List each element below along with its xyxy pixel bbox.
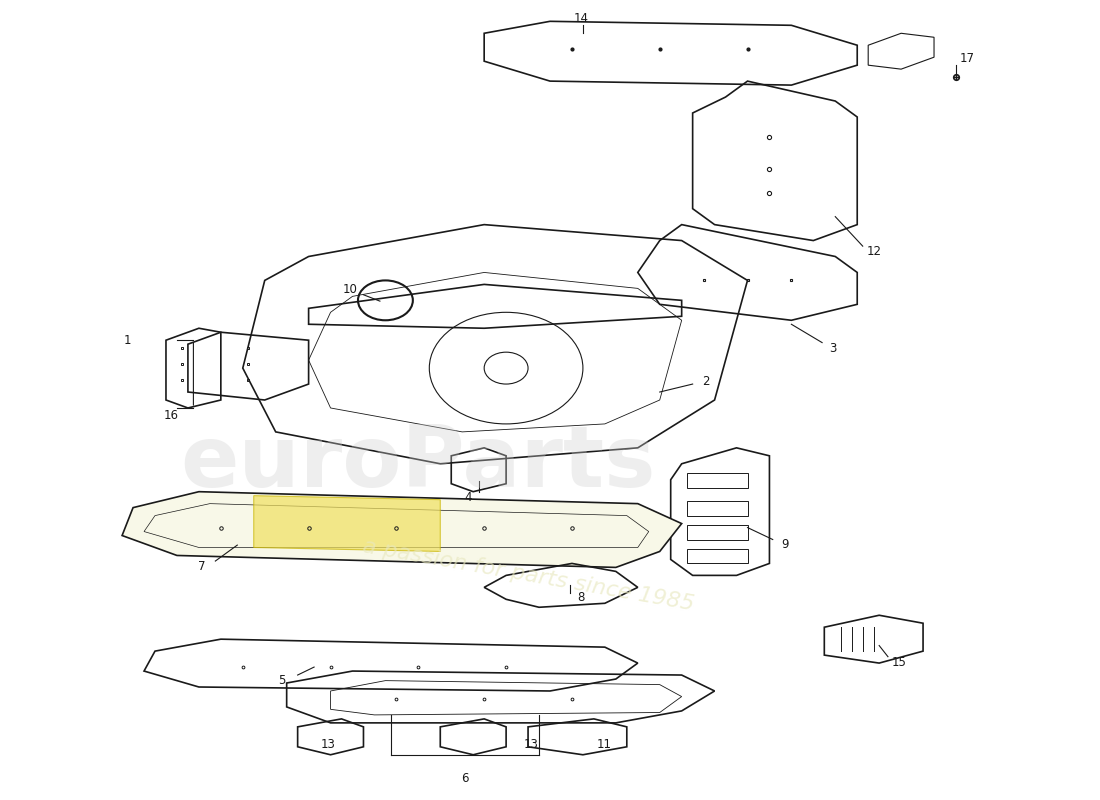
Text: 4: 4 — [464, 490, 472, 504]
Text: 5: 5 — [278, 674, 286, 687]
Text: 8: 8 — [578, 591, 584, 604]
Text: 16: 16 — [164, 410, 179, 422]
Text: 15: 15 — [891, 656, 906, 669]
Polygon shape — [122, 492, 682, 567]
Text: 10: 10 — [343, 283, 358, 297]
Text: 1: 1 — [124, 334, 131, 346]
Text: 7: 7 — [198, 560, 206, 573]
Text: 17: 17 — [959, 52, 975, 66]
Text: 11: 11 — [596, 738, 612, 751]
Text: 3: 3 — [829, 342, 837, 354]
Text: 9: 9 — [781, 538, 789, 550]
Text: 2: 2 — [702, 375, 710, 388]
Text: euroParts: euroParts — [180, 422, 656, 506]
Text: 6: 6 — [461, 772, 469, 785]
Polygon shape — [254, 496, 440, 551]
Text: 13: 13 — [321, 738, 336, 751]
Text: 14: 14 — [573, 13, 588, 26]
Text: a passion for parts since 1985: a passion for parts since 1985 — [361, 536, 695, 614]
Text: 12: 12 — [866, 246, 881, 258]
Text: 13: 13 — [524, 738, 539, 751]
